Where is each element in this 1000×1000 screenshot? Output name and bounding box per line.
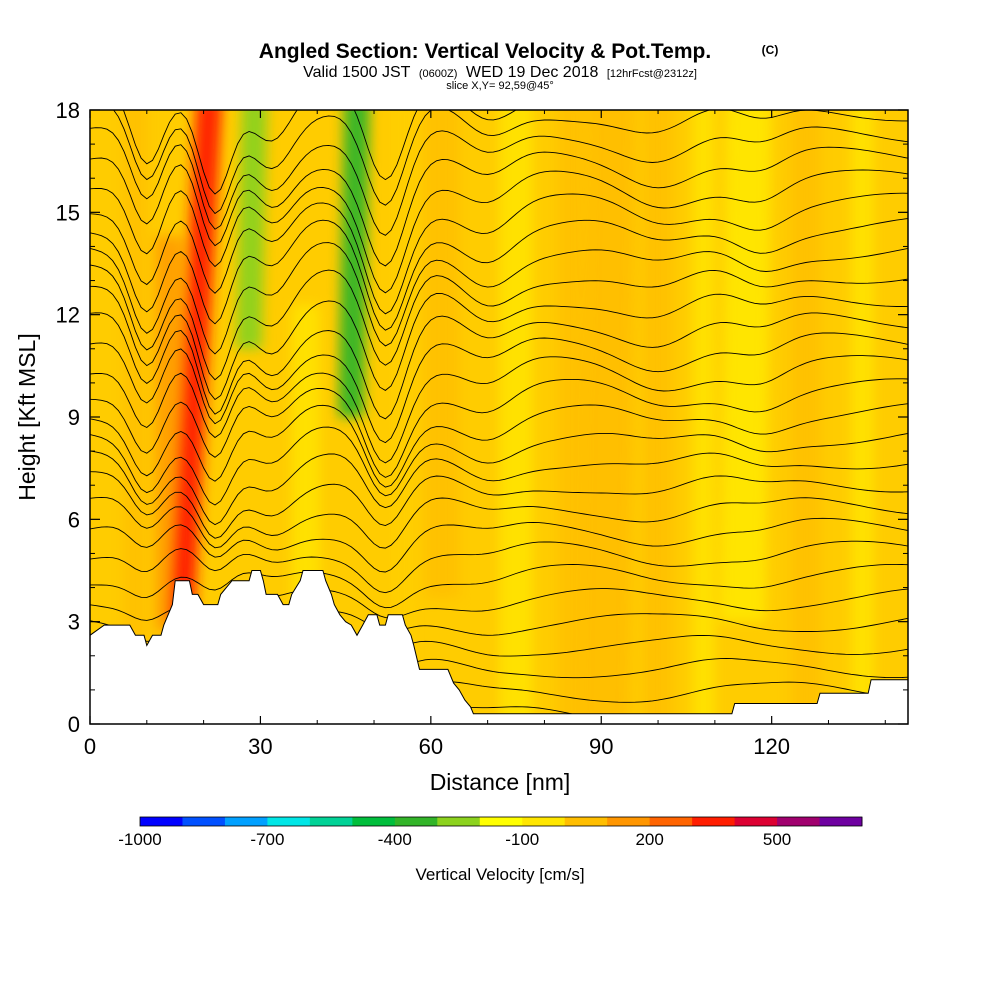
x-tick-label: 90 xyxy=(589,734,613,759)
colorbar-bin xyxy=(777,817,821,826)
isentrope-line xyxy=(90,312,908,420)
velocity-cell xyxy=(643,110,673,724)
colorbar: -1000 -700 -400 -100 200 500 xyxy=(118,816,863,849)
x-axis-title: Distance [nm] xyxy=(430,769,571,795)
isentrope-line xyxy=(90,332,908,444)
velocity-feature-weak-updraft xyxy=(583,110,636,724)
isentrope-line xyxy=(90,517,908,573)
colorbar-bin xyxy=(352,817,396,826)
slice-label: slice X,Y= 92,59@45° xyxy=(446,80,554,92)
plot-area xyxy=(90,110,908,724)
colorbar-bin xyxy=(819,817,863,826)
colorbar-bin xyxy=(267,817,311,826)
colorbar-bin xyxy=(309,817,353,826)
colorbar-bin xyxy=(564,817,608,826)
isentrope-line xyxy=(90,218,908,331)
y-axis-title: Height [Kft MSL] xyxy=(14,333,40,500)
isentrope-line xyxy=(90,450,908,526)
colorbar-bin xyxy=(224,817,268,826)
y-tick-label: 0 xyxy=(68,712,80,737)
colorbar-bin xyxy=(734,817,778,826)
colorbar-label: -400 xyxy=(378,830,412,849)
chart-title: Angled Section: Vertical Velocity & Pot.… xyxy=(259,40,711,63)
forecast-label: [12hrFcst@2312z] xyxy=(607,68,697,80)
isentrope-line xyxy=(90,126,908,236)
chart-title-unit: (C) xyxy=(762,43,779,57)
isentrope-line xyxy=(122,110,517,195)
colorbar-bin xyxy=(394,817,438,826)
velocity-cell xyxy=(425,110,460,598)
colorbar-label: 200 xyxy=(635,830,663,849)
velocity-cell xyxy=(124,110,147,700)
y-tick-label: 18 xyxy=(56,98,80,123)
colorbar-bin xyxy=(182,817,226,826)
colorbar-bin xyxy=(437,817,481,826)
velocity-cell xyxy=(851,110,874,724)
y-tick-label: 15 xyxy=(56,200,80,225)
chart-subtitle: Valid 1500 JST (0600Z) WED 19 Dec 2018 [… xyxy=(303,64,697,81)
isentrope-line xyxy=(90,169,908,294)
isentrope-line xyxy=(90,403,908,488)
colorbar-bin xyxy=(522,817,566,826)
velocity-cell xyxy=(692,110,715,724)
colorbar-bin xyxy=(479,817,523,826)
isentrope-line xyxy=(90,496,908,549)
velocity-feature-updraft xyxy=(168,110,222,622)
y-tick-label: 6 xyxy=(68,507,80,532)
isentrope-line xyxy=(90,192,908,315)
valid-utc: (0600Z) xyxy=(419,68,458,80)
isentrope-line xyxy=(90,426,908,506)
isentrope-line xyxy=(90,471,908,539)
colorbar-label: -1000 xyxy=(118,830,161,849)
x-tick-label: 60 xyxy=(419,734,443,759)
x-tick-label: 30 xyxy=(248,734,272,759)
valid-date: WED 19 Dec 2018 xyxy=(466,64,599,81)
terrain xyxy=(90,570,908,724)
isentrope-line xyxy=(90,146,908,267)
isentrope-line xyxy=(90,264,908,381)
x-axis: 0 30 60 90 120 xyxy=(84,110,886,759)
isentrope-contours xyxy=(90,110,908,724)
x-tick-label: 120 xyxy=(753,734,790,759)
colorbar-bin xyxy=(692,817,736,826)
colorbar-bin xyxy=(607,817,651,826)
x-tick-label: 0 xyxy=(84,734,96,759)
colorbar-bin xyxy=(649,817,693,826)
isentrope-line xyxy=(90,563,908,609)
y-tick-label: 12 xyxy=(56,303,80,328)
y-tick-label: 3 xyxy=(68,610,80,635)
y-axis: 0 3 6 9 12 15 18 xyxy=(56,98,908,737)
isentrope-line xyxy=(90,285,908,401)
isentrope-line xyxy=(90,540,908,594)
velocity-feature-weak-downdraft xyxy=(720,110,772,622)
isentrope-line xyxy=(90,378,908,478)
colorbar-label: 500 xyxy=(763,830,791,849)
velocity-cell xyxy=(391,110,414,724)
colorbar-title: Vertical Velocity [cm/s] xyxy=(415,865,584,884)
y-tick-label: 9 xyxy=(68,405,80,430)
colorbar-label: -100 xyxy=(505,830,539,849)
isentrope-line xyxy=(90,355,908,464)
colorbar-label: -700 xyxy=(250,830,284,849)
velocity-cell xyxy=(791,110,820,724)
valid-prefix: Valid 1500 JST xyxy=(303,64,411,81)
colorbar-frame xyxy=(139,816,863,827)
velocity-cell xyxy=(558,110,588,724)
velocity-cell xyxy=(499,110,534,724)
colorbar-bin xyxy=(140,817,183,826)
isentrope-line xyxy=(90,242,908,355)
